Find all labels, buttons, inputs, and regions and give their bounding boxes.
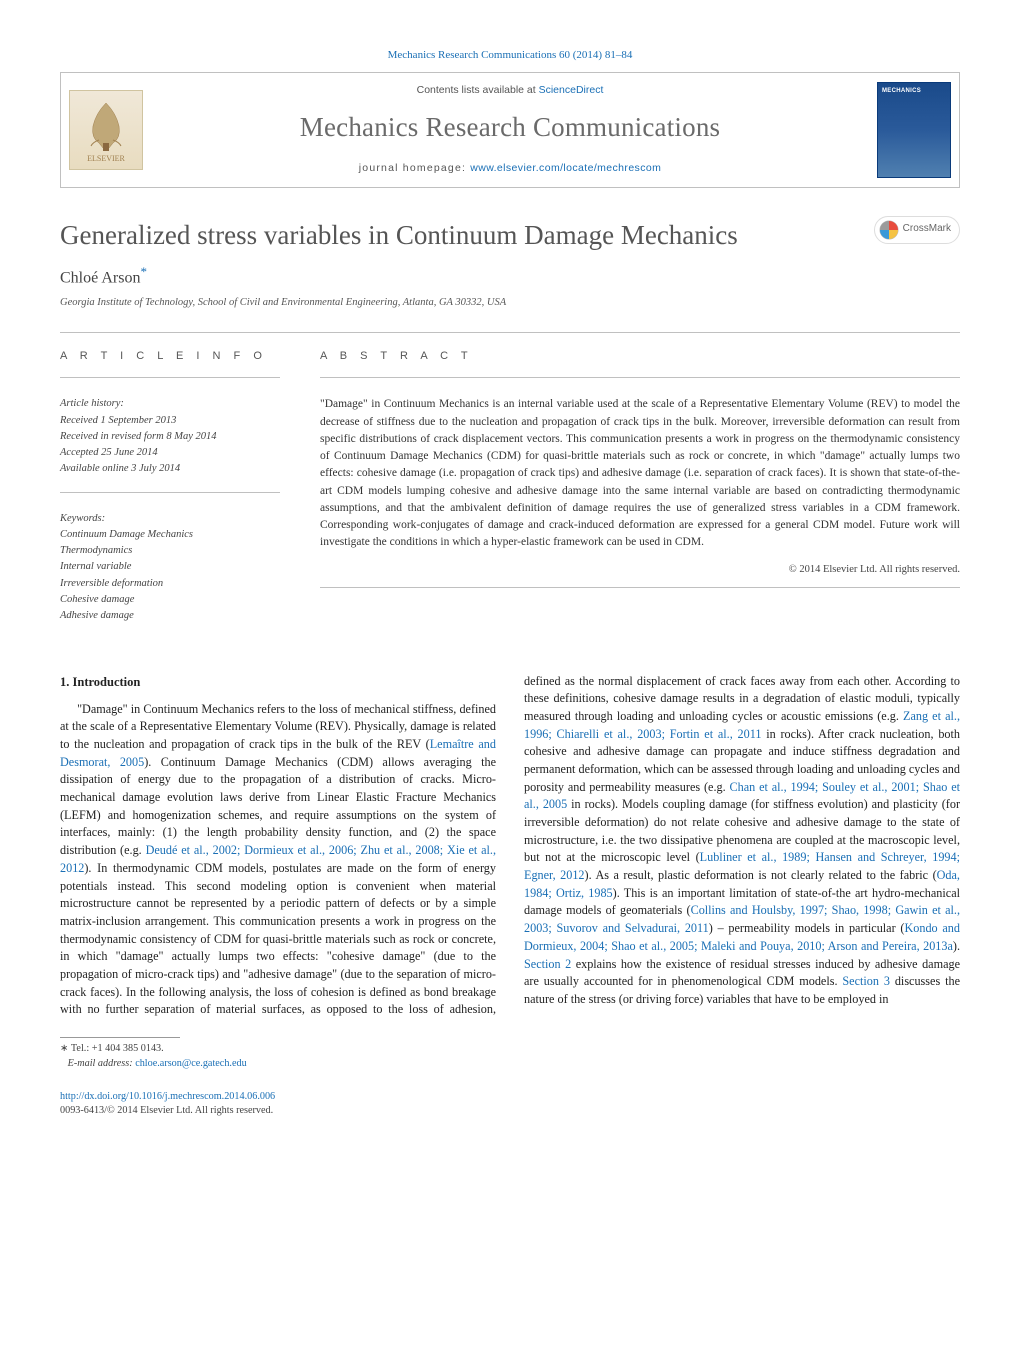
divider (60, 377, 280, 378)
keyword: Irreversible deformation (60, 576, 280, 592)
doi-link[interactable]: http://dx.doi.org/10.1016/j.mechrescom.2… (60, 1090, 960, 1105)
corresponding-author-marker: * (140, 264, 147, 279)
contents-prefix: Contents lists available at (417, 84, 539, 96)
section-ref[interactable]: Section 3 (842, 974, 890, 988)
body-two-column: 1. Introduction "Damage" in Continuum Me… (60, 673, 960, 1020)
tel-value: Tel.: +1 404 385 0143. (71, 1043, 164, 1054)
received-date: Received 1 September 2013 (60, 413, 280, 429)
homepage-url[interactable]: www.elsevier.com/locate/mechrescom (470, 162, 661, 174)
article-title: Generalized stress variables in Continuu… (60, 216, 738, 255)
email-link[interactable]: chloe.arson@ce.gatech.edu (135, 1058, 247, 1069)
body-text: ). In thermodynamic CDM models, postulat… (60, 861, 496, 999)
affiliation: Georgia Institute of Technology, School … (60, 295, 960, 310)
journal-cover-cell: MECHANICS (869, 73, 959, 187)
divider (60, 492, 280, 493)
keywords-block: Keywords: Continuum Damage Mechanics The… (60, 511, 280, 625)
online-date: Available online 3 July 2014 (60, 461, 280, 477)
abstract-column: a b s t r a c t "Damage" in Continuum Me… (320, 349, 960, 638)
article-history-block: Article history: Received 1 September 20… (60, 396, 280, 477)
crossmark-label: CrossMark (903, 222, 951, 237)
body-text: ). As a result, plastic deformation is n… (585, 868, 937, 882)
footnote-divider (60, 1037, 180, 1038)
homepage-prefix: journal homepage: (359, 162, 471, 174)
body-paragraph: "Damage" in Continuum Mechanics refers t… (60, 673, 960, 1020)
author-name: Chloé Arson (60, 269, 140, 286)
journal-header-box: ELSEVIER Contents lists available at Sci… (60, 72, 960, 188)
email-label: E-mail address: (68, 1058, 133, 1069)
divider (320, 377, 960, 378)
tree-icon (81, 98, 131, 153)
accepted-date: Accepted 25 June 2014 (60, 445, 280, 461)
elsevier-label: ELSEVIER (87, 153, 125, 165)
divider (320, 587, 960, 588)
author-line: Chloé Arson* (60, 263, 960, 290)
article-info-column: a r t i c l e i n f o Article history: R… (60, 349, 280, 638)
crossmark-badge[interactable]: CrossMark (874, 216, 960, 244)
keywords-label: Keywords: (60, 511, 280, 527)
body-text: ) – permeability models in particular ( (709, 921, 905, 935)
revised-date: Received in revised form 8 May 2014 (60, 429, 280, 445)
body-text: ). Continuum Damage Mechanics (CDM) allo… (60, 755, 496, 857)
keyword: Internal variable (60, 559, 280, 575)
article-info-heading: a r t i c l e i n f o (60, 349, 280, 365)
journal-citation[interactable]: Mechanics Research Communications 60 (20… (60, 48, 960, 64)
body-text: ). (953, 939, 960, 953)
abstract-copyright: © 2014 Elsevier Ltd. All rights reserved… (320, 562, 960, 577)
header-center: Contents lists available at ScienceDirec… (151, 73, 869, 187)
contents-line: Contents lists available at ScienceDirec… (417, 83, 604, 98)
history-label: Article history: (60, 396, 280, 412)
abstract-heading: a b s t r a c t (320, 349, 960, 365)
abstract-text: "Damage" in Continuum Mechanics is an in… (320, 396, 960, 551)
tel-line: ∗ Tel.: +1 404 385 0143. (60, 1042, 960, 1057)
section-ref[interactable]: Section 2 (524, 957, 571, 971)
homepage-line: journal homepage: www.elsevier.com/locat… (359, 161, 662, 176)
keyword: Continuum Damage Mechanics (60, 527, 280, 543)
elsevier-logo[interactable]: ELSEVIER (69, 90, 143, 170)
sciencedirect-link[interactable]: ScienceDirect (539, 84, 604, 96)
section-heading: 1. Introduction (60, 673, 496, 691)
email-line: E-mail address: chloe.arson@ce.gatech.ed… (60, 1057, 960, 1072)
journal-name: Mechanics Research Communications (300, 108, 721, 147)
keyword: Thermodynamics (60, 543, 280, 559)
footer-block: ∗ Tel.: +1 404 385 0143. E-mail address:… (60, 1037, 960, 1119)
keyword: Adhesive damage (60, 608, 280, 624)
footnote-marker: ∗ (60, 1043, 69, 1054)
issn-line: 0093-6413/© 2014 Elsevier Ltd. All right… (60, 1104, 960, 1119)
journal-cover[interactable]: MECHANICS (877, 82, 951, 178)
publisher-logo-cell: ELSEVIER (61, 73, 151, 187)
cover-title: MECHANICS (882, 87, 946, 96)
crossmark-icon (879, 220, 899, 240)
keyword: Cohesive damage (60, 592, 280, 608)
